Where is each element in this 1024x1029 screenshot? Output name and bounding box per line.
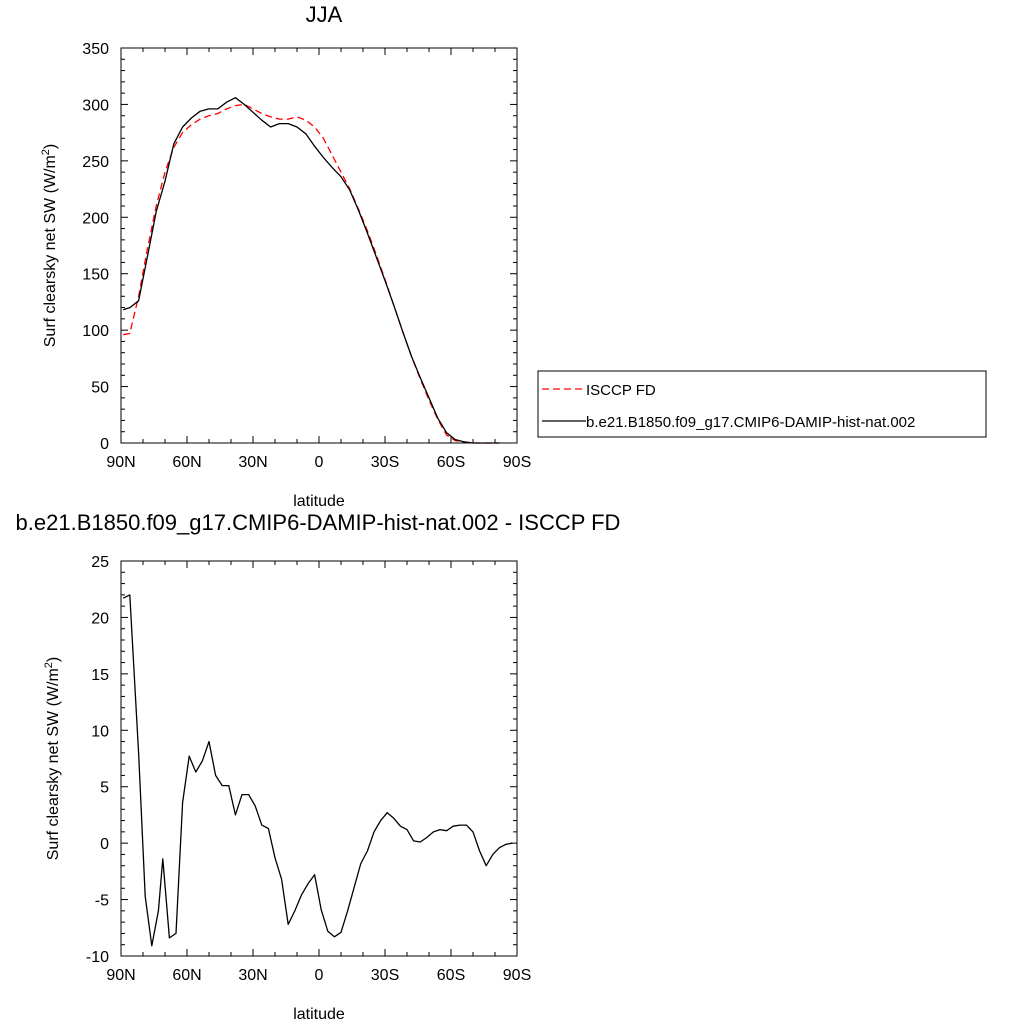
- x-axis-label: latitude: [293, 493, 345, 510]
- series-line-2-1: [122, 594, 513, 947]
- legend-label-2: b.e21.B1850.f09_g17.CMIP6-DAMIP-hist-nat…: [586, 414, 915, 431]
- y-tick-label: 350: [82, 41, 109, 58]
- y-tick-label: 200: [82, 210, 109, 227]
- plot-frame-1: [120, 47, 518, 444]
- x-tick-label: 90S: [503, 454, 531, 471]
- x-tick-label: 60S: [437, 454, 465, 471]
- y-tick-label: 0: [100, 836, 109, 853]
- y-tick-label: -10: [86, 949, 109, 966]
- legend-label-1: ISCCP FD: [586, 382, 656, 399]
- y-axis-label: Surf clearsky net SW (W/m2): [43, 657, 62, 860]
- y-tick-label: 250: [82, 154, 109, 171]
- x-tick-label: 30N: [238, 967, 267, 984]
- x-tick-label: 90N: [106, 967, 135, 984]
- x-axis-label: latitude: [293, 1006, 345, 1023]
- x-tick-label: 60N: [172, 967, 201, 984]
- x-tick-label: 30S: [371, 967, 399, 984]
- x-tick-label: 30N: [238, 454, 267, 471]
- y-tick-label: 25: [91, 554, 109, 571]
- y-tick-label: 20: [91, 610, 109, 627]
- series-line-1-1: [123, 103, 500, 444]
- x-tick-label: 60N: [172, 454, 201, 471]
- y-tick-label: 10: [91, 723, 109, 740]
- x-tick-label: 90S: [503, 967, 531, 984]
- y-tick-label: 100: [82, 323, 109, 340]
- x-tick-label: 90N: [106, 454, 135, 471]
- x-tick-label: 30S: [371, 454, 399, 471]
- y-tick-label: -5: [95, 893, 109, 910]
- chart-title-1: JJA: [306, 2, 343, 27]
- x-tick-label: 60S: [437, 967, 465, 984]
- y-tick-label: 50: [91, 380, 109, 397]
- y-tick-label: 0: [100, 436, 109, 453]
- chart-title-2: b.e21.B1850.f09_g17.CMIP6-DAMIP-hist-nat…: [16, 510, 621, 535]
- y-axis-label: Surf clearsky net SW (W/m2): [40, 144, 59, 347]
- x-tick-label: 0: [315, 454, 324, 471]
- y-tick-label: 300: [82, 97, 109, 114]
- y-tick-label: 150: [82, 267, 109, 284]
- y-tick-label: 15: [91, 667, 109, 684]
- legend-box: [537, 370, 987, 438]
- series-line-1-2: [122, 97, 500, 444]
- y-tick-label: 5: [100, 780, 109, 797]
- x-tick-label: 0: [315, 967, 324, 984]
